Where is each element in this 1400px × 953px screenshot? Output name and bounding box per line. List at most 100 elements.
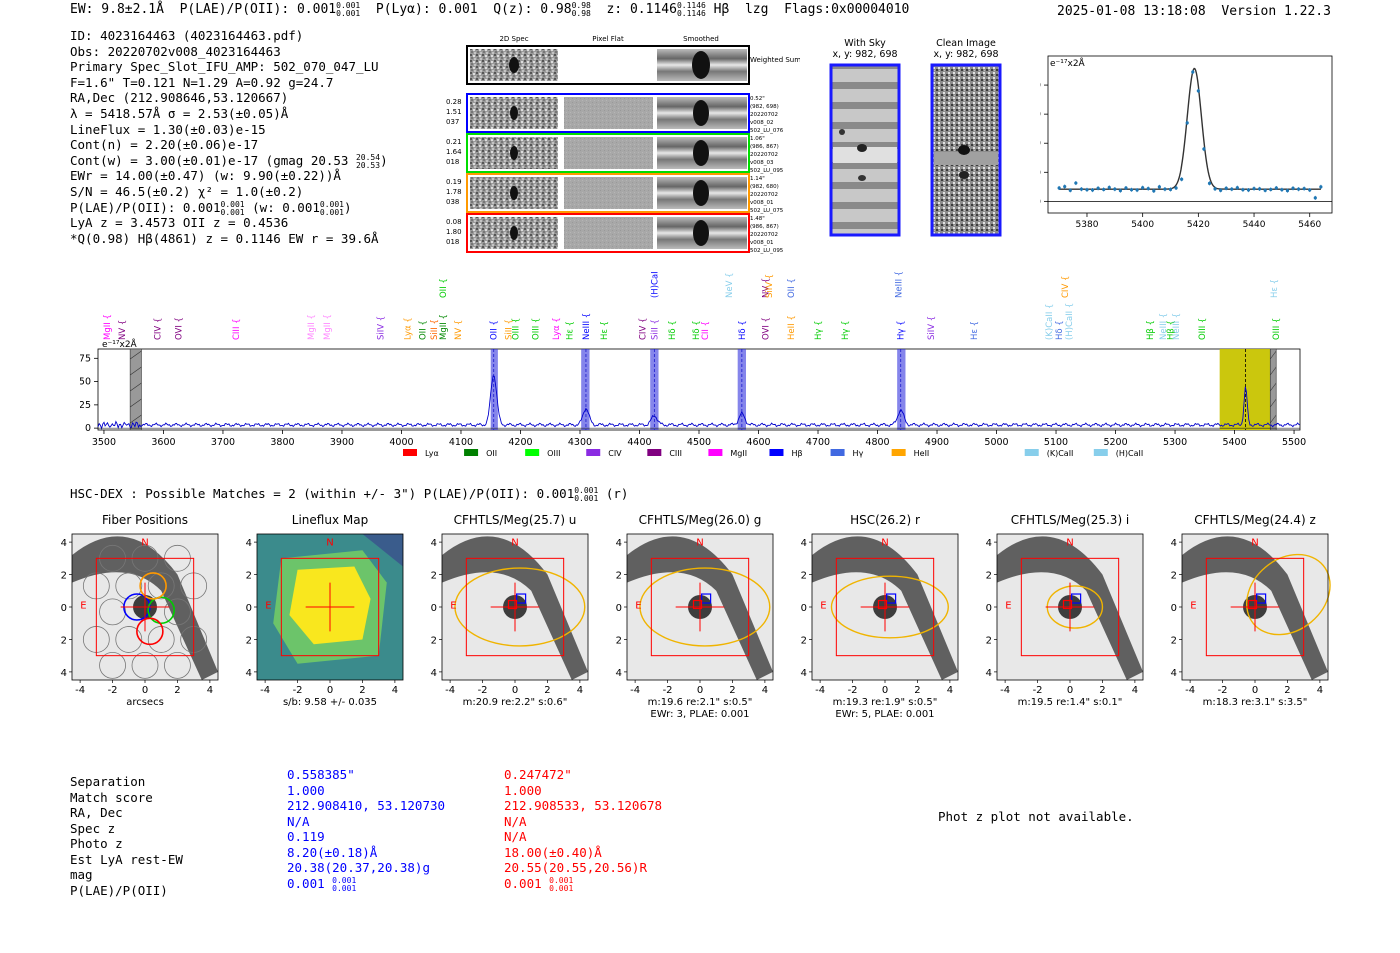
- spec-line-label: OII {: [787, 278, 797, 298]
- fit-data-point: [1163, 187, 1167, 191]
- fit-data-point: [1146, 186, 1150, 191]
- spec-legend-swatch: [525, 449, 540, 456]
- stamp-left-text: 018: [446, 238, 459, 246]
- cutout-ytick-label: 2: [1171, 571, 1177, 582]
- fit-xtick-label: 5420: [1187, 220, 1210, 230]
- spec-xtick-label: 5200: [1103, 437, 1127, 448]
- cutout-streak: [442, 536, 588, 680]
- spec-line-label: OVI {: [174, 317, 184, 340]
- fit-data-point: [1191, 70, 1195, 74]
- line-fit-chart: e⁻¹⁷x2Å 5380 5400 5420 5440 5460 0 10 20 30 40: [1040, 55, 1333, 230]
- search-box: [465, 557, 565, 657]
- spec-mask-hatch: [1270, 414, 1277, 424]
- spec-xtick-label: 5000: [984, 437, 1008, 448]
- fit-data-point: [1291, 186, 1295, 190]
- fit-data-point: [1252, 186, 1256, 191]
- header-z-frac: 0.1146 0.1146: [676, 1, 706, 18]
- fiber-circle: [147, 572, 175, 600]
- cutout-title: Lineflux Map: [291, 513, 369, 527]
- cutout-ytick-label: -4: [1170, 668, 1177, 679]
- cutout-xtick-label: -4: [630, 685, 640, 696]
- fit-data-point: [1168, 187, 1173, 192]
- stamp-left-text: 038: [446, 198, 459, 206]
- match-label-specz: Spec z: [70, 820, 116, 836]
- match-label-score: Match score: [70, 789, 153, 805]
- stamp-weighted-sum: Weighted Sum: [466, 45, 800, 85]
- hsc-dex-title: HSC-DEX : Possible Matches = 2 (within +…: [70, 486, 629, 503]
- full-spectrum-chart: e⁻¹⁷x2Å 3500 3600 3700 3800 3900 4000 4100 4200 4…: [80, 272, 1306, 458]
- fit-data-point: [1224, 186, 1228, 190]
- spec-line-label: (K)CaII {: [1045, 304, 1055, 340]
- spec-xtick-label: 3800: [270, 437, 294, 448]
- spec-line-label: NeV {: [725, 272, 735, 298]
- cutout-xtick-label: 4: [1132, 685, 1138, 696]
- cutout-xtick-label: 2: [544, 685, 550, 696]
- spec-ytick-label: 0: [85, 423, 91, 434]
- fit-data-point: [1118, 189, 1122, 193]
- spec-xtick-label: 5500: [1282, 437, 1306, 448]
- match-col2: 0.247472" 1.000 212.908533, 53.120678 N/…: [504, 767, 663, 893]
- cutout-title: CFHTLS/Meg(24.4) z: [1194, 513, 1316, 527]
- cutout-ytick-label: 4: [246, 538, 252, 549]
- spec-line-label: Lyα {: [403, 317, 413, 340]
- spec-line-label: NeIII {: [1159, 313, 1169, 340]
- spec-line-label: Hβ {: [1146, 320, 1156, 340]
- cutout-xtick-label: 0: [1067, 685, 1073, 696]
- header-datetime: 2025-01-08 13:18:08: [1057, 4, 1206, 19]
- cutout-xtick-label: -2: [108, 685, 118, 696]
- fit-xtick-label: 5440: [1243, 220, 1266, 230]
- spec-line-label: NV {: [118, 320, 128, 340]
- north-label: N: [1066, 537, 1073, 548]
- fit-data-point: [1263, 188, 1267, 192]
- cutout-xtick-label: -4: [75, 685, 85, 696]
- header-line-id: Hβ: [713, 2, 730, 17]
- cutout-image: N E -4 -4 -2 -2 0 0 2 2 4 4: [800, 533, 959, 696]
- fit-data-point: [1308, 188, 1312, 192]
- fiber-circle: [115, 626, 143, 653]
- cutout-ytick-label: -4: [60, 668, 67, 679]
- info-fiber: F=1.6" T=0.121 N=1.29 A=0.92 g=24.7: [70, 74, 334, 90]
- cutout-xtick-label: 2: [359, 685, 365, 696]
- east-label: E: [635, 601, 641, 612]
- stamp-right-text: (982, 698): [750, 104, 779, 110]
- cutout-xtick-label: 4: [392, 685, 398, 696]
- cutout-ytick-label: 2: [801, 571, 807, 582]
- spec-xtick-label: 3500: [92, 437, 116, 448]
- spec-mask-hatch: [129, 414, 142, 424]
- fit-xtick-label: 5400: [1131, 220, 1154, 230]
- spec-xtick-label: 4600: [746, 437, 770, 448]
- cutout-xtick-label: -2: [1218, 685, 1228, 696]
- cutout-xtick-label: 2: [914, 685, 920, 696]
- spec-line-label: Hγ {: [814, 320, 824, 340]
- match-label-mag: mag: [70, 867, 93, 882]
- stamp-left-text: 1.51: [446, 108, 462, 116]
- header-line: EW: 9.8±2.1Å P(LAE)/P(OII): 0.001 0.001 0.…: [70, 2, 909, 18]
- match-box-blue: [701, 593, 712, 604]
- cutout-title: CFHTLS/Meg(25.7) u: [453, 513, 577, 527]
- spec-line-label: OVI {: [762, 317, 772, 340]
- fit-data-point: [1157, 185, 1161, 189]
- fit-data-point: [1235, 186, 1239, 190]
- spec-legend-label: OIII: [547, 449, 560, 458]
- info-q: *Q(0.98) Hβ(4861) z = 0.1146 EW r = 39.6…: [70, 230, 379, 246]
- fit-data-point: [1079, 187, 1084, 191]
- spec-legend-label: (H)CaII: [1116, 449, 1143, 458]
- cutout-ytick-label: 0: [431, 603, 437, 614]
- cutout-xtick-label: 2: [729, 685, 735, 696]
- fit-data-point: [1090, 188, 1095, 192]
- search-box: [95, 557, 195, 657]
- header-flags: Flags:0x00004010: [784, 2, 910, 17]
- spec-line-label: MgII {: [307, 314, 317, 340]
- fit-data-point: [1185, 121, 1189, 125]
- spec-line-label: NV {: [762, 278, 772, 298]
- cutout-ytick-label: -2: [60, 635, 67, 646]
- spec-line-label: MgII {: [103, 314, 113, 340]
- spec-xtick-label: 4700: [806, 437, 830, 448]
- spec-xtick-label: 4000: [389, 437, 413, 448]
- fit-data-point: [1280, 188, 1284, 192]
- cutout-streak: [997, 536, 1143, 680]
- source-ellipse: [639, 567, 771, 647]
- search-box: [650, 557, 750, 657]
- fit-data-point: [1274, 186, 1278, 190]
- cutout-ytick-label: 0: [986, 603, 992, 614]
